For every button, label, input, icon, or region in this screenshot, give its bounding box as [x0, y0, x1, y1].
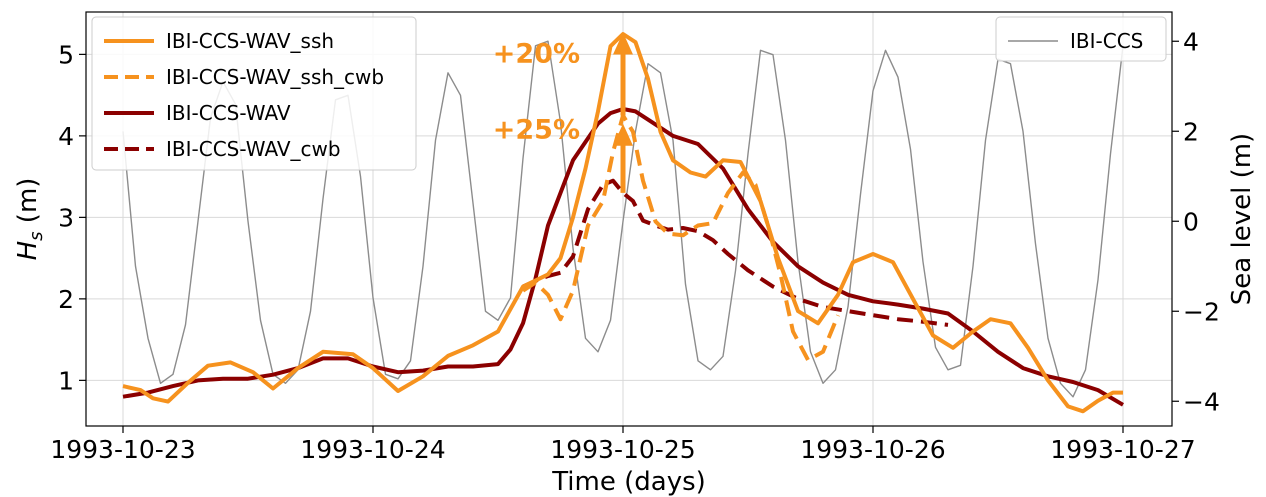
- y-right-tick-label: 4: [1183, 27, 1199, 56]
- x-axis-title: Time (days): [551, 467, 706, 497]
- y-right-tick-label: −2: [1183, 297, 1220, 326]
- legend-label: IBI-CCS-WAV: [166, 101, 291, 125]
- x-tick-label: 1993-10-26: [800, 435, 945, 464]
- y-left-tick-label: 2: [58, 285, 74, 314]
- x-axis: 1993-10-23 1993-10-24 1993-10-25 1993-10-26…: [50, 426, 1196, 464]
- annotation-arrow-head: [613, 123, 633, 146]
- y-left-tick-label: 1: [58, 366, 74, 395]
- annotation-label: +20%: [493, 39, 580, 70]
- legend-label: IBI-CCS-WAV_ssh: [166, 29, 334, 53]
- legend-box: [91, 16, 417, 171]
- x-tick-label: 1993-10-27: [1050, 435, 1195, 464]
- annotations-layer: +20% +25%: [493, 32, 633, 193]
- legend-right: IBI-CCS: [995, 16, 1167, 62]
- y-axis-left: 1 2 3 4 5: [58, 40, 86, 395]
- y-axis-right: −4 −2 0 2 4: [1172, 27, 1220, 416]
- y-right-tick-label: −4: [1183, 387, 1220, 416]
- legend-label: IBI-CCS-WAV_ssh_cwb: [166, 65, 384, 89]
- y-right-tick-label: 2: [1183, 117, 1199, 146]
- legend-label: IBI-CCS-WAV_cwb: [166, 137, 341, 161]
- y-right-tick-label: 0: [1183, 207, 1199, 236]
- y-left-tick-label: 4: [58, 122, 74, 151]
- annotation-arrow-head: [613, 32, 633, 55]
- x-tick-label: 1993-10-23: [50, 435, 195, 464]
- y-left-tick-label: 5: [58, 40, 74, 69]
- series-line-IBI-CCS-WAV_ssh: [122, 32, 1123, 414]
- plot-frame: [85, 11, 1173, 427]
- y-axis-left-title: Hs (m): [13, 178, 47, 261]
- annotation-label: +25%: [493, 114, 580, 145]
- x-tick-label: 1993-10-24: [300, 435, 445, 464]
- x-tick-label: 1993-10-25: [550, 435, 695, 464]
- legend-label: IBI-CCS: [1070, 29, 1143, 53]
- legend-box: [995, 16, 1167, 62]
- series-line-IBI-CCS: [122, 40, 1124, 398]
- legend-left: IBI-CCS-WAV_ssh IBI-CCS-WAV_ssh_cwb IBI-CC…: [91, 16, 417, 171]
- series-layer: [122, 32, 1125, 414]
- y-left-tick-label: 3: [58, 203, 74, 232]
- y-axis-right-title: Sea level (m): [1227, 133, 1257, 305]
